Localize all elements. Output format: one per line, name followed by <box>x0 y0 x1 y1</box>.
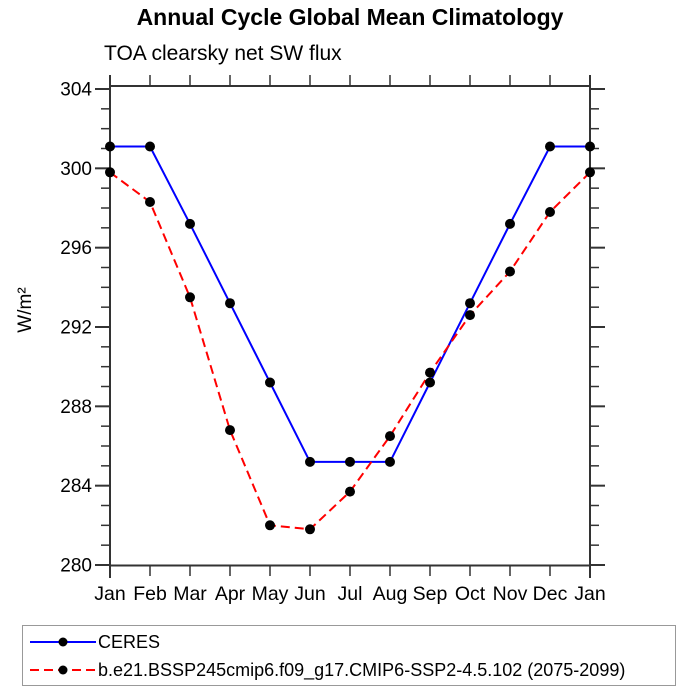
data-point-marker-series-1 <box>425 367 435 378</box>
legend-marker-dot <box>58 665 68 674</box>
data-point-marker-series-0 <box>465 298 475 309</box>
data-point-marker-series-1 <box>225 425 235 436</box>
y-tick-label: 288 <box>60 397 92 418</box>
data-point-marker-series-1 <box>465 310 475 321</box>
data-point-marker-series-0 <box>185 218 195 229</box>
legend-sample-dashed-line-icon <box>30 665 96 674</box>
data-point-marker-series-1 <box>505 266 515 277</box>
x-tick-label: Oct <box>455 583 486 605</box>
data-point-marker-series-1 <box>345 486 355 497</box>
data-point-marker-series-1 <box>105 167 115 178</box>
data-point-marker-series-1 <box>185 292 195 303</box>
x-tick-label: Jan <box>574 583 605 605</box>
x-tick-label: Sep <box>413 583 448 605</box>
legend-label-ceres: CERES <box>98 631 161 652</box>
series-line-1 <box>109 171 591 531</box>
x-tick-label: Jan <box>94 583 125 605</box>
data-point-marker-series-0 <box>545 141 555 152</box>
data-point-marker-series-1 <box>305 524 315 535</box>
legend-label-model: b.e21.BSSP245cmip6.f09_g17.CMIP6-SSP2-4.… <box>98 659 626 680</box>
data-point-marker-series-0 <box>505 218 515 229</box>
x-tick-label: May <box>252 583 289 605</box>
y-tick-label: 296 <box>60 238 92 259</box>
y-tick-label: 292 <box>60 318 92 339</box>
chart-title: Annual Cycle Global Mean Climatology <box>136 4 564 30</box>
legend: CERES b.e21.BSSP245cmip6.f09_g17.CMIP6-S… <box>22 625 676 686</box>
y-tick-label: 300 <box>60 159 92 180</box>
data-point-marker-series-1 <box>585 167 595 178</box>
series-line-0 <box>110 145 590 463</box>
data-point-marker-series-1 <box>545 207 555 217</box>
data-point-marker-series-1 <box>385 431 395 442</box>
legend-entry-ceres: CERES <box>28 628 675 656</box>
data-point-marker-series-0 <box>305 456 315 467</box>
legend-entry-model: b.e21.BSSP245cmip6.f09_g17.CMIP6-SSP2-4.… <box>28 656 675 684</box>
data-point-marker-series-1 <box>145 197 155 207</box>
data-point-marker-series-0 <box>225 298 235 309</box>
data-point-marker-series-0 <box>585 141 595 152</box>
x-tick-label: Aug <box>373 583 408 605</box>
y-tick-label: 280 <box>60 556 92 577</box>
x-tick-label: Nov <box>493 583 528 605</box>
legend-sample-solid-line-icon <box>30 637 96 646</box>
y-axis-title: W/m² <box>15 287 36 332</box>
data-point-marker-series-0 <box>145 141 155 152</box>
data-point-marker-series-0 <box>425 377 435 388</box>
x-tick-label: Feb <box>133 583 167 605</box>
x-tick-label: Jun <box>294 583 325 605</box>
data-point-marker-series-0 <box>105 141 115 152</box>
x-tick-label: Apr <box>215 583 246 605</box>
y-tick-label: 304 <box>60 80 92 101</box>
data-point-marker-series-1 <box>265 520 275 531</box>
data-point-marker-series-0 <box>345 456 355 467</box>
chart-subtitle: TOA clearsky net SW flux <box>104 42 342 65</box>
x-tick-label: Mar <box>173 583 207 605</box>
x-tick-label: Jul <box>338 583 363 605</box>
x-tick-label: Dec <box>533 583 568 605</box>
y-tick-label: 284 <box>60 476 92 497</box>
data-point-marker-series-0 <box>265 377 275 388</box>
data-point-marker-series-0 <box>385 456 395 467</box>
legend-marker-dot <box>58 637 68 646</box>
